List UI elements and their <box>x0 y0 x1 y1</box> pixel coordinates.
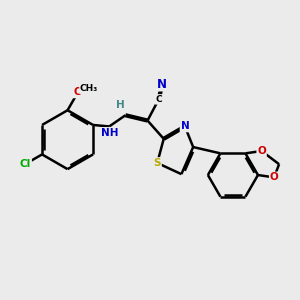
Text: O: O <box>270 172 278 182</box>
Text: NH: NH <box>101 128 118 138</box>
Text: CH₃: CH₃ <box>80 84 98 93</box>
Text: N: N <box>181 122 189 131</box>
Text: H: H <box>116 100 124 110</box>
Text: S: S <box>154 158 161 168</box>
Text: N: N <box>157 77 167 91</box>
Text: Cl: Cl <box>20 159 31 169</box>
Text: C: C <box>155 95 162 104</box>
Text: O: O <box>257 146 266 156</box>
Text: O: O <box>74 87 82 98</box>
